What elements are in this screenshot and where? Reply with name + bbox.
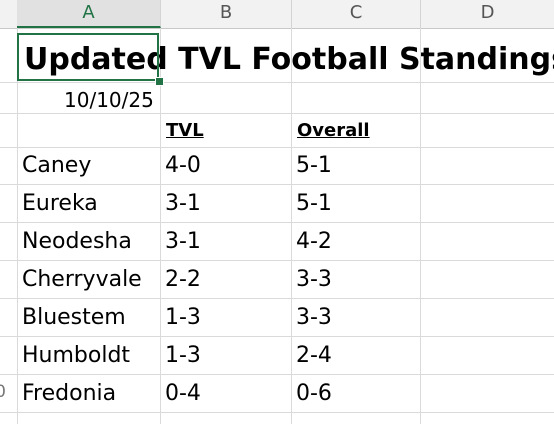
header-overall[interactable]: Overall: [297, 120, 370, 141]
grid-line: [0, 113, 554, 114]
grid-line: [0, 147, 554, 148]
grid-line: [0, 298, 554, 299]
overall-record-cell[interactable]: 5-1: [296, 153, 332, 178]
grid-line: [17, 28, 18, 424]
tvl-record-cell[interactable]: 0-4: [165, 381, 201, 406]
header-tvl[interactable]: TVL: [166, 120, 204, 141]
team-cell[interactable]: Cherryvale: [22, 267, 142, 292]
column-header-c[interactable]: C: [292, 0, 421, 28]
row-number[interactable]: 0: [0, 382, 6, 402]
team-cell[interactable]: Humboldt: [22, 343, 131, 368]
column-header-a[interactable]: A: [17, 0, 161, 28]
tvl-record-cell[interactable]: 1-3: [165, 305, 201, 330]
grid-line: [0, 184, 554, 185]
grid-line: [0, 412, 554, 413]
tvl-record-cell[interactable]: 3-1: [165, 191, 201, 216]
overall-record-cell[interactable]: 2-4: [296, 343, 332, 368]
overall-record-cell[interactable]: 0-6: [296, 381, 332, 406]
column-header-b[interactable]: B: [161, 0, 292, 28]
overall-record-cell[interactable]: 4-2: [296, 229, 332, 254]
grid-line: [291, 28, 292, 424]
tvl-record-cell[interactable]: 2-2: [165, 267, 201, 292]
grid-line: [0, 374, 554, 375]
tvl-record-cell[interactable]: 1-3: [165, 343, 201, 368]
overall-record-cell[interactable]: 3-3: [296, 305, 332, 330]
team-cell[interactable]: Neodesha: [22, 229, 132, 254]
tvl-record-cell[interactable]: 3-1: [165, 229, 201, 254]
overall-record-cell[interactable]: 3-3: [296, 267, 332, 292]
grid-line: [0, 260, 554, 261]
team-cell[interactable]: Bluestem: [22, 305, 126, 330]
column-header-d[interactable]: D: [480, 2, 495, 23]
grid-line: [0, 336, 554, 337]
grid-line: [0, 222, 554, 223]
grid-line: [160, 28, 161, 424]
fill-handle[interactable]: [155, 77, 164, 86]
column-header-bar: A B C D: [0, 0, 554, 29]
updated-date[interactable]: 10/10/25: [64, 88, 154, 112]
overall-record-cell[interactable]: 5-1: [296, 191, 332, 216]
grid-line: [0, 82, 554, 83]
tvl-record-cell[interactable]: 4-0: [165, 153, 201, 178]
team-cell[interactable]: Eureka: [22, 191, 98, 216]
team-cell[interactable]: Caney: [22, 153, 92, 178]
grid-line: [420, 28, 421, 424]
sheet-title[interactable]: Updated TVL Football Standings: [24, 42, 554, 77]
team-cell[interactable]: Fredonia: [22, 381, 117, 406]
